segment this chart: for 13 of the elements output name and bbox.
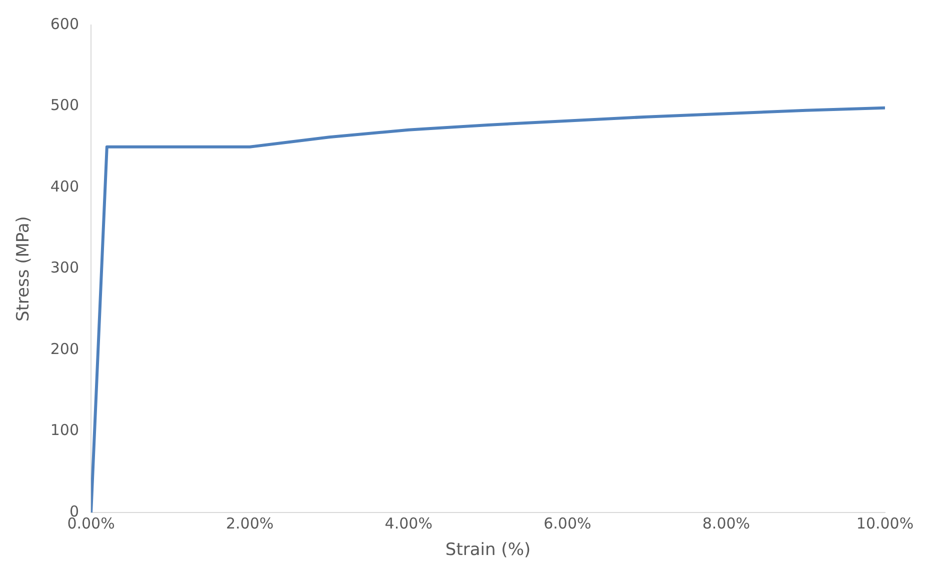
y-tick-label: 400: [50, 177, 80, 196]
y-tick-label: 200: [50, 340, 80, 358]
x-tick-label: 6.00%: [544, 514, 592, 532]
y-tick-label: 600: [50, 14, 80, 33]
x-axis-title: Strain (%): [445, 540, 531, 560]
x-tick-label: 10.00%: [856, 514, 914, 532]
x-tick-label: 4.00%: [384, 514, 432, 532]
y-tick-label: 100: [50, 421, 80, 440]
y-tick-label: 300: [50, 258, 80, 277]
y-tick-label: 500: [50, 96, 80, 114]
y-axis-title: Stress (MPa): [14, 216, 34, 322]
x-tick-label: 2.00%: [226, 514, 274, 532]
x-tick-label: 8.00%: [702, 514, 750, 532]
